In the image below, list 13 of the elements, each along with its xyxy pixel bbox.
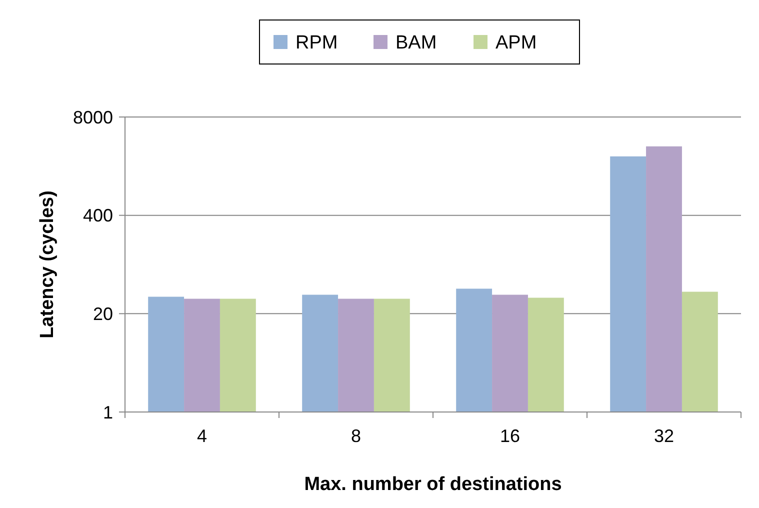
y-tick-label: 20 bbox=[92, 304, 113, 324]
y-tick-label: 400 bbox=[82, 206, 113, 226]
y-tick-label: 1 bbox=[102, 402, 113, 422]
legend-label: RPM bbox=[296, 32, 338, 54]
x-tick-label: 16 bbox=[500, 426, 520, 446]
x-tick-label: 8 bbox=[350, 426, 362, 446]
y-axis-title: Latency (cycles) bbox=[37, 190, 58, 338]
legend-label: APM bbox=[496, 32, 537, 54]
x-axis-title: Max. number of destinations bbox=[304, 474, 562, 495]
x-tick-label: 32 bbox=[654, 426, 674, 446]
y-tick-label: 8000 bbox=[72, 107, 113, 128]
legend-label: BAM bbox=[396, 32, 437, 54]
x-tick-label: 4 bbox=[196, 426, 208, 446]
